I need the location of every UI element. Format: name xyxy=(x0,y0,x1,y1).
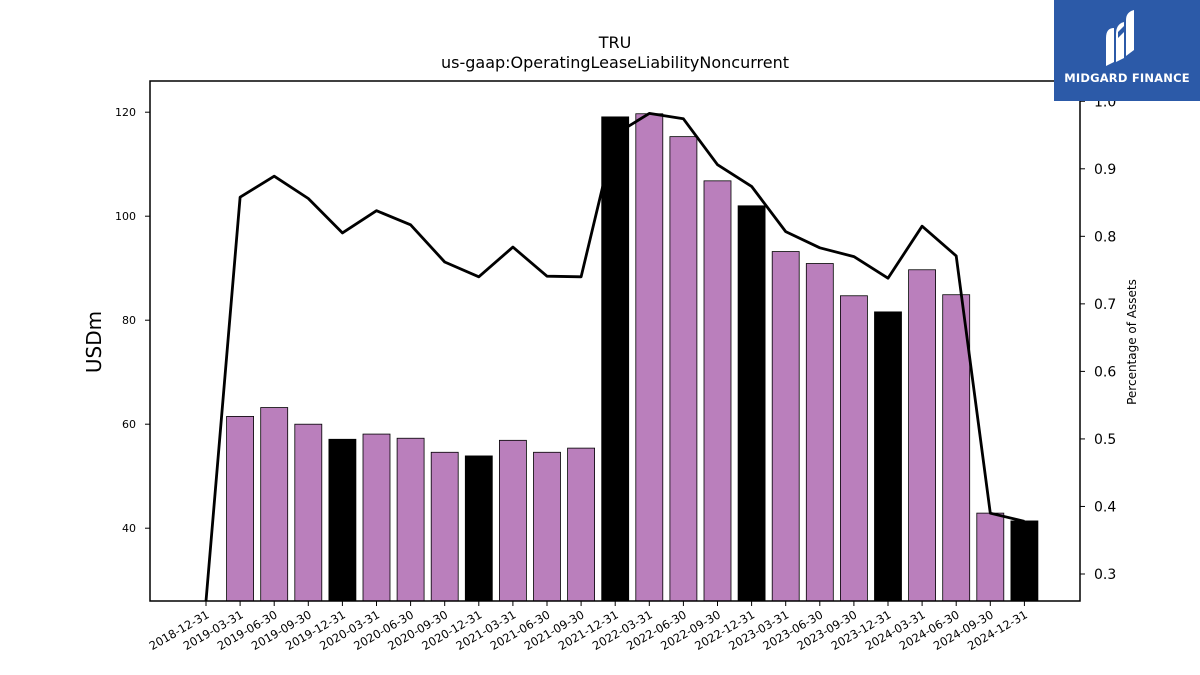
y2-tick-label: 0.6 xyxy=(1094,364,1116,380)
y-tick-label: 80 xyxy=(122,314,136,327)
y2-tick-label: 0.7 xyxy=(1094,297,1116,313)
bar-2024-06-30 xyxy=(942,294,971,602)
y2-axis-label: Percentage of Assets xyxy=(1125,279,1139,405)
bar-2019-03-31 xyxy=(226,415,255,602)
y-axis-label: USDm xyxy=(82,311,106,373)
y2-tick-label: 0.3 xyxy=(1094,567,1116,583)
bar-2021-03-31 xyxy=(498,439,527,602)
bar-2024-09-30 xyxy=(976,512,1005,602)
chart-title: TRU xyxy=(598,33,632,52)
y-tick-label: 100 xyxy=(115,210,136,223)
y2-tick-label: 0.4 xyxy=(1094,499,1116,515)
bar-2021-09-30 xyxy=(567,447,595,602)
brand-badge: MIDGARD FINANCE xyxy=(1054,0,1200,101)
bar-2022-03-31 xyxy=(635,113,664,602)
bar-2024-03-31 xyxy=(908,269,936,602)
bar-2022-09-30 xyxy=(703,180,732,602)
bar-2019-12-31 xyxy=(328,438,357,602)
bar-2020-12-31 xyxy=(464,455,493,602)
y2-tick-label: 0.9 xyxy=(1094,162,1116,178)
y2-tick-label: 0.5 xyxy=(1094,432,1116,448)
chart-subtitle: us-gaap:OperatingLeaseLiabilityNoncurren… xyxy=(441,53,789,72)
bar-2020-03-31 xyxy=(362,433,391,602)
midgard-logo-icon xyxy=(1106,10,1134,66)
bar-2020-06-30 xyxy=(396,437,425,602)
bar-2022-06-30 xyxy=(669,136,698,602)
y-tick-label: 60 xyxy=(122,418,136,431)
bar-2023-03-31 xyxy=(771,251,800,602)
bar-2019-06-30 xyxy=(260,407,289,602)
y-tick-label: 40 xyxy=(122,522,136,535)
y2-tick-label: 0.8 xyxy=(1094,229,1116,245)
bar-2023-12-31 xyxy=(874,311,902,602)
bar-2020-09-30 xyxy=(430,451,459,602)
bar-2022-12-31 xyxy=(737,205,766,602)
bar-2021-12-31 xyxy=(601,116,630,602)
percentage-of-assets-line xyxy=(204,112,1025,602)
bar-2023-09-30 xyxy=(840,295,868,602)
bar-2019-09-30 xyxy=(294,423,323,602)
y-tick-label: 120 xyxy=(115,106,136,119)
bar-2024-12-31 xyxy=(1010,520,1039,602)
bar-2023-06-30 xyxy=(805,263,834,602)
bar-2021-06-30 xyxy=(533,451,561,602)
brand-name: MIDGARD FINANCE xyxy=(1064,71,1190,85)
